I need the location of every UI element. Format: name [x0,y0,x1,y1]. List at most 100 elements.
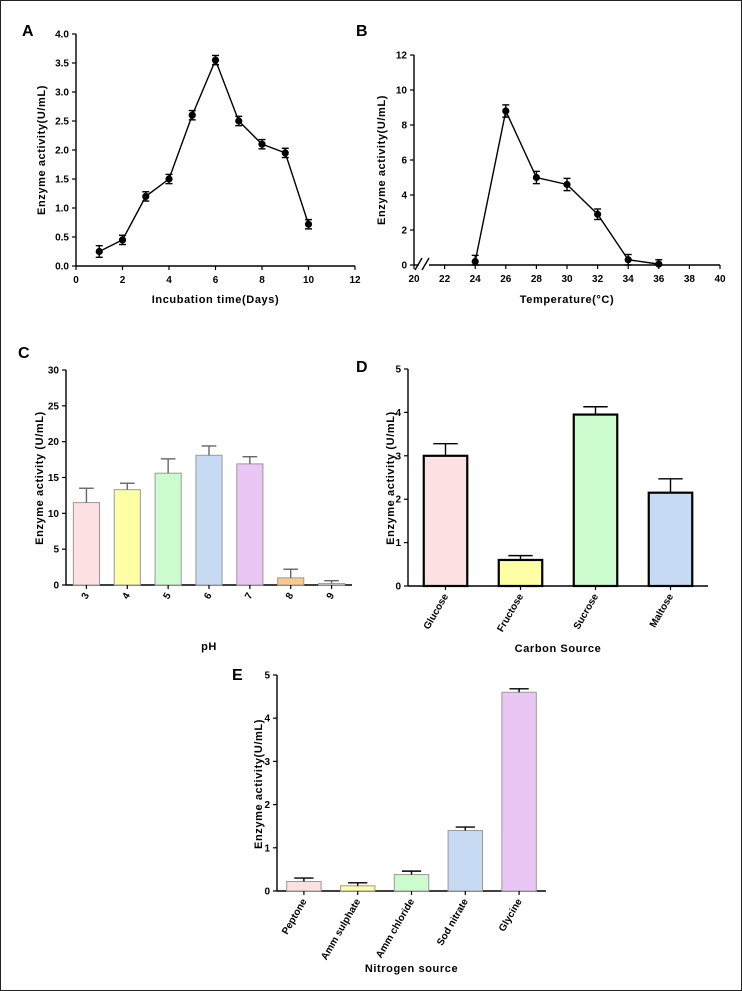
chart-e-x-tick-label: Amm sulphate [319,897,363,963]
chart-a-data-point [188,111,196,119]
chart-b-x-tick-label: 26 [500,274,512,285]
chart-e-y-tick-label: 4 [264,714,270,725]
chart-c-y-tick-label: 20 [48,437,60,448]
chart-a-data-point [304,220,313,228]
chart-c-y-axis-label: Enzyme activity (U/mL) [34,411,46,545]
chart-a-y-tick-label: 4.0 [55,30,69,41]
chart-a-y-tick-label: 2.0 [55,146,69,157]
chart-d-y-tick-label: 0 [395,582,401,593]
chart-d-y-tick-label: 4 [395,408,401,419]
chart-c-y-tick-label: 15 [48,473,60,484]
chart-a-x-tick-label: 10 [303,275,315,286]
chart-c-bar [277,577,305,586]
chart-a-x-tick-label: 0 [73,275,79,286]
chart-d-x-tick-label: Sucrose [572,592,601,632]
panel-label-c: C [18,345,30,362]
chart-e-bar [501,691,537,892]
chart-c-bar [195,454,223,586]
chart-d-y-axis-label: Enzyme activity (U/mL) [385,411,397,545]
chart-e-x-tick-label: Glycine [497,897,525,934]
chart-c-bar [72,502,101,586]
chart-e-y-axis-label: Enzyme activity(U/mL) [253,719,265,849]
chart-a-x-axis-label: Incubation time(Days) [152,294,280,306]
chart-c-y-tick-label: 0 [53,581,59,592]
chart-b-data-point [563,180,571,189]
chart-b-data-point [624,256,632,264]
chart-c-y-tick-label: 30 [48,366,60,377]
chart-a-y-tick-label: 0.5 [55,233,69,244]
chart-d-x-tick-label: Maltose [648,592,676,630]
chart-d-y-tick-label: 5 [395,365,401,376]
chart-a-x-tick-label: 8 [259,275,265,286]
chart-e-y-tick-label: 2 [264,800,270,811]
chart-e-y-tick-label: 5 [264,671,270,682]
chart-c-bar [236,463,264,586]
chart-a-data-point [118,236,127,244]
chart-a-y-axis-label: Enzyme activity(U/mL) [36,85,48,215]
chart-a-y-tick-label: 1.0 [55,204,69,215]
chart-b-data-point [502,107,510,115]
chart-c-bar [317,583,346,586]
chart-b-x-tick-label: 34 [623,274,635,285]
chart-c-x-tick-label: 8 [284,591,297,602]
chart-b-x-tick-label: 28 [531,274,543,285]
chart-b-axis-break-mark [414,257,423,271]
chart-c-x-axis-label: pH [201,641,217,653]
chart-a-x-tick-label: 6 [213,275,219,286]
chart-a-data-point [235,117,243,125]
chart-e-y-tick-label: 3 [264,757,270,768]
chart-a-series-line [98,58,310,253]
chart-a-data-point [211,56,220,64]
panel-label-a: A [22,23,34,40]
chart-e-x-tick-label: Peptone [280,897,309,937]
chart-e-bar [286,880,322,892]
chart-a-y-tick-label: 1.5 [55,175,69,186]
chart-e-x-tick-label: Sod nitrate [435,897,471,948]
chart-e-bar [393,874,430,892]
chart-e-y-tick-label: 1 [264,843,270,854]
chart-b-data-point [532,173,541,182]
chart-b-y-tick-label: 10 [396,86,408,97]
chart-b-data-point [655,260,663,268]
chart-a-y-tick-label: 0.0 [55,262,69,273]
chart-e-y-tick-label: 0 [264,887,270,898]
chart-c-x-tick-label: 5 [161,591,174,602]
chart-b-y-tick-label: 6 [401,156,407,167]
panel-label-e: E [232,667,243,684]
chart-c-y-tick-label: 25 [48,401,60,412]
chart-b-y-tick-label: 2 [401,226,407,237]
panel-label-d: D [356,359,368,376]
chart-c-x-tick-label: 3 [80,591,93,602]
chart-d-y-tick-label: 1 [395,538,401,549]
chart-a-y-tick-label: 3.0 [55,88,69,99]
chart-b-y-tick-label: 4 [401,191,407,202]
chart-b-x-tick-label: 36 [653,274,665,285]
chart-b-x-tick-label: 40 [714,274,726,285]
chart-d-bar [647,491,694,588]
chart-b-x-tick-label: 38 [684,274,696,285]
chart-a-y-tick-label: 2.5 [55,117,69,128]
chart-d-x-tick-label: Glucose [422,592,451,632]
chart-e-bar [339,885,376,892]
chart-a-x-tick-label: 4 [166,275,172,286]
chart-d-x-tick-label: Fructose [495,592,526,634]
chart-a-data-point [281,149,289,157]
chart-b-data-point [471,257,479,266]
chart-d-bar [572,413,619,588]
chart-d-x-axis-label: Carbon Source [515,643,602,655]
chart-b-x-tick-label: 24 [470,274,482,285]
chart-b-x-tick-label: 32 [592,274,604,285]
chart-a-y-tick-label: 3.5 [55,59,69,70]
chart-c-x-tick-label: 7 [243,591,256,602]
chart-a-data-point [95,247,103,256]
chart-b-x-tick-label: 30 [561,274,573,285]
chart-b-y-tick-label: 8 [401,121,407,132]
chart-e-x-axis-label: Nitrogen source [365,963,458,975]
chart-b-x-axis-label: Temperature(°C) [520,294,615,306]
chart-b-y-tick-label: 12 [396,51,408,62]
chart-a-data-point [258,140,266,148]
chart-b-y-axis-label: Enzyme activity(U/mL) [376,95,388,225]
chart-c-x-tick-label: 4 [121,591,134,602]
chart-c-y-tick-label: 10 [48,509,60,520]
chart-b-x-tick-label: 20 [408,274,420,285]
